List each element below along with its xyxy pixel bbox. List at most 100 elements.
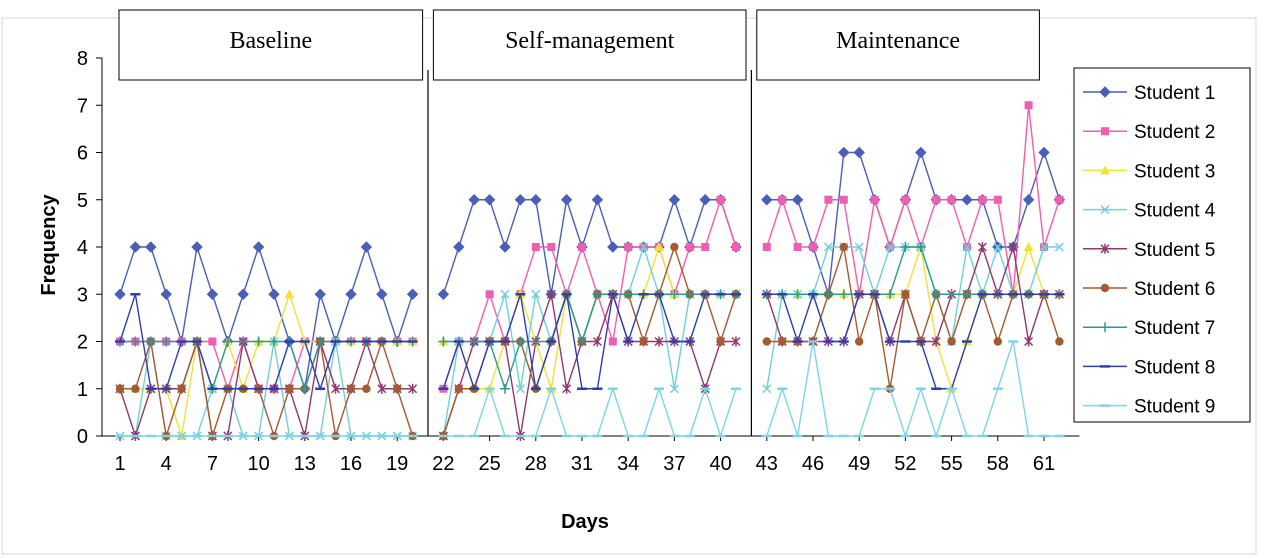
data-point: [177, 384, 186, 393]
data-point: [839, 195, 848, 204]
data-point: [901, 290, 910, 299]
legend-item-student-9: Student 9: [1083, 397, 1215, 418]
legend-item-student-7: Student 7: [1083, 318, 1215, 339]
series-line: [119, 244, 414, 389]
data-point: [931, 289, 942, 300]
legend-marker: [1100, 205, 1110, 215]
data-point: [885, 289, 895, 300]
data-point: [145, 241, 157, 253]
data-point: [346, 384, 356, 393]
x-tick-label: 10: [247, 453, 269, 475]
data-point: [269, 336, 279, 347]
data-point: [268, 288, 280, 300]
data-point: [993, 242, 1003, 252]
data-point: [115, 384, 125, 393]
x-tick-label: 13: [294, 453, 316, 475]
data-point: [515, 336, 526, 347]
y-tick-label: 0: [77, 426, 88, 448]
phase-label-box: [432, 9, 747, 81]
phase-label-box: [118, 9, 424, 81]
x-tick-label: 46: [802, 453, 824, 475]
data-point: [161, 336, 172, 347]
data-point: [499, 241, 511, 253]
data-point: [762, 337, 771, 346]
legend-item-student-4: Student 4: [1083, 201, 1216, 222]
legend-item-student-1: Student 1: [1083, 83, 1215, 104]
data-point: [238, 336, 249, 347]
data-point: [530, 336, 541, 347]
data-point: [915, 146, 927, 159]
x-tick-label: 49: [848, 453, 870, 475]
series-student-9: [115, 340, 1065, 439]
data-point: [932, 195, 941, 204]
legend-label: Student 2: [1134, 122, 1215, 143]
x-tick-label: 19: [386, 453, 408, 475]
data-point: [778, 195, 787, 204]
legend-marker: [1100, 243, 1110, 254]
legend-marker: [1100, 165, 1110, 175]
legend-marker: [1100, 322, 1110, 333]
data-point: [345, 288, 357, 300]
data-point: [437, 288, 450, 300]
legend-marker: [1099, 86, 1111, 98]
data-point: [314, 288, 326, 300]
data-point: [562, 383, 572, 394]
data-point: [716, 195, 725, 204]
x-tick-label: 43: [756, 453, 778, 475]
data-point: [362, 384, 371, 393]
data-point: [699, 194, 711, 206]
data-point: [901, 195, 910, 204]
data-point: [854, 242, 864, 252]
data-point: [993, 195, 1002, 204]
data-point: [131, 384, 140, 393]
legend-label: Student 7: [1134, 318, 1215, 339]
data-point: [560, 194, 573, 206]
data-point: [547, 243, 556, 251]
data-point: [669, 289, 680, 300]
legend-label: Student 3: [1134, 161, 1215, 182]
y-tick-label: 5: [77, 190, 88, 212]
data-point: [578, 243, 586, 251]
data-point: [485, 290, 494, 299]
data-point: [393, 384, 402, 393]
legend-item-student-2: Student 2: [1083, 122, 1215, 143]
data-point: [838, 289, 849, 300]
data-point: [669, 384, 679, 394]
x-tick-label: 28: [525, 453, 547, 475]
data-point: [1054, 242, 1064, 252]
data-point: [453, 241, 465, 253]
series-line: [442, 197, 737, 389]
data-point: [947, 195, 956, 204]
x-tick-label: 22: [432, 453, 454, 475]
data-point: [531, 243, 540, 251]
data-point: [530, 194, 542, 206]
phase-label: Maintenance: [836, 28, 960, 54]
data-point: [591, 194, 604, 206]
data-point: [408, 383, 418, 394]
data-point: [761, 194, 773, 206]
data-point: [900, 242, 911, 252]
data-point: [838, 146, 850, 159]
data-point: [607, 241, 619, 253]
legend-label: Student 9: [1134, 397, 1215, 418]
data-point: [639, 337, 648, 346]
data-point: [1024, 336, 1034, 347]
data-point: [468, 194, 480, 206]
y-axis-title: Frequency: [38, 194, 60, 296]
data-point: [546, 289, 556, 300]
data-point: [284, 289, 295, 299]
data-point: [670, 242, 679, 252]
data-point: [961, 194, 973, 206]
legend-item-student-5: Student 5: [1083, 240, 1215, 261]
data-point: [1008, 242, 1018, 252]
data-point: [160, 288, 172, 300]
data-point: [531, 289, 541, 299]
data-point: [1038, 146, 1050, 159]
y-tick-label: 4: [77, 237, 88, 259]
data-point: [947, 337, 956, 346]
x-tick-label: 4: [161, 453, 172, 475]
data-point: [855, 337, 864, 346]
x-tick-label: 34: [617, 453, 639, 475]
series-line: [766, 105, 1061, 295]
